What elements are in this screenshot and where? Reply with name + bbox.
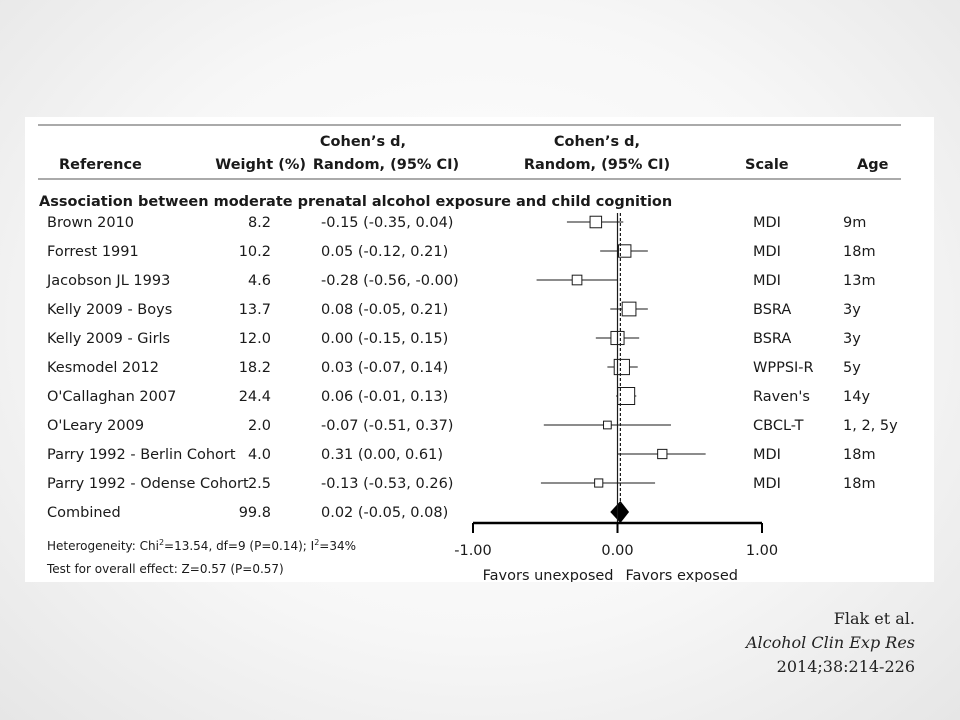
reference-cell: O'Leary 2009 (47, 418, 144, 434)
age-cell: 13m (843, 273, 876, 289)
header-ci-line2: Random, (95% CI) (313, 157, 459, 173)
header-reference: Reference (59, 157, 142, 173)
effect-square (657, 448, 668, 460)
reference-cell: Jacobson JL 1993 (46, 273, 170, 289)
scale-cell: MDI (753, 273, 781, 289)
ci-cell: 0.31 (0.00, 0.61) (321, 447, 443, 463)
header-ci-line1: Cohen’s d, (320, 134, 406, 150)
forest-plot-figure: Cohen’s d, Cohen’s d, Reference Weight (… (25, 117, 934, 582)
reference-cell: Kelly 2009 - Boys (47, 302, 172, 318)
reference-cell: Forrest 1991 (47, 244, 139, 260)
weight-cell: 2.5 (248, 476, 271, 492)
age-cell: 5y (843, 360, 861, 376)
age-cell: 3y (843, 302, 861, 318)
scale-cell: MDI (753, 244, 781, 260)
weight-cell: 99.8 (239, 505, 271, 521)
citation-journal: Alcohol Clin Exp Res (745, 633, 915, 652)
reference-cell: Brown 2010 (47, 215, 134, 231)
heterogeneity-text: Heterogeneity: Chi2=13.54, df=9 (P=0.14)… (47, 538, 356, 553)
header-scale: Scale (745, 157, 789, 173)
effect-square (613, 358, 630, 376)
weight-cell: 18.2 (239, 360, 271, 376)
section-title: Association between moderate prenatal al… (39, 194, 672, 210)
scale-cell: WPPSI-R (753, 360, 814, 376)
ci-cell: -0.07 (-0.51, 0.37) (321, 418, 453, 434)
ci-cell: 0.03 (-0.07, 0.14) (321, 360, 448, 376)
scale-cell: MDI (753, 476, 781, 492)
effect-square (603, 420, 612, 430)
ci-cell: -0.15 (-0.35, 0.04) (321, 215, 453, 231)
effect-square (621, 301, 637, 317)
ci-cell: -0.28 (-0.56, -0.00) (321, 273, 459, 289)
reference-cell: Combined (47, 505, 121, 521)
header-age: Age (857, 157, 889, 173)
citation: Flak et al. Alcohol Clin Exp Res 2014;38… (746, 607, 915, 679)
combined-diamond (610, 501, 630, 523)
scale-cell: BSRA (753, 331, 791, 347)
x-axis: -1.00 0.00 1.00 Favors unexposed Favors expo… (454, 521, 778, 582)
overall-effect-text: Test for overall effect: Z=0.57 (P=0.57) (46, 562, 284, 576)
header-weight: Weight (%) (215, 157, 306, 173)
ci-cell: -0.13 (-0.53, 0.26) (321, 476, 453, 492)
scale-cell: Raven's (753, 389, 810, 405)
x-tick-label: 1.00 (746, 543, 778, 559)
study-rows: Brown 2010 8.2 -0.15 (-0.35, 0.04) MDI 9m For… (46, 215, 898, 521)
heterogeneity-mid: =13.54, df=9 (P=0.14); I (164, 539, 314, 553)
ci-cell: 0.02 (-0.05, 0.08) (321, 505, 448, 521)
scale-cell: MDI (753, 215, 781, 231)
header-plot-line2: Random, (95% CI) (524, 157, 670, 173)
forest-plot-svg: Cohen’s d, Cohen’s d, Reference Weight (… (38, 124, 901, 582)
weight-cell: 24.4 (239, 389, 271, 405)
favors-left-label: Favors unexposed (483, 568, 614, 582)
effect-square (594, 478, 604, 488)
weight-cell: 8.2 (248, 215, 271, 231)
heterogeneity-chi-superscript: 2 (159, 538, 164, 547)
age-cell: 9m (843, 215, 866, 231)
age-cell: 3y (843, 331, 861, 347)
weight-cell: 13.7 (239, 302, 271, 318)
favors-right-label: Favors exposed (626, 568, 738, 582)
ci-cell: 0.00 (-0.15, 0.15) (321, 331, 448, 347)
heterogeneity-prefix: Heterogeneity: Chi (47, 539, 159, 553)
ci-cell: 0.06 (-0.01, 0.13) (321, 389, 448, 405)
weight-cell: 12.0 (239, 331, 271, 347)
reference-cell: O'Callaghan 2007 (47, 389, 176, 405)
heterogeneity-end: =34% (319, 539, 356, 553)
age-cell: 18m (843, 244, 876, 260)
weight-cell: 4.6 (248, 273, 271, 289)
ci-cell: 0.05 (-0.12, 0.21) (321, 244, 448, 260)
reference-cell: Parry 1992 - Berlin Cohort (47, 447, 236, 463)
ci-cell: 0.08 (-0.05, 0.21) (321, 302, 448, 318)
plot-marks (536, 213, 706, 523)
weight-cell: 4.0 (248, 447, 271, 463)
effect-square (618, 244, 632, 258)
reference-cell: Kelly 2009 - Girls (47, 331, 170, 347)
x-tick-label: -1.00 (454, 543, 492, 559)
scale-cell: MDI (753, 447, 781, 463)
x-tick-label: 0.00 (601, 543, 633, 559)
citation-ref: 2014;38:214-226 (776, 657, 915, 676)
effect-square (589, 215, 603, 229)
weight-cell: 10.2 (239, 244, 271, 260)
effect-square (571, 274, 583, 286)
reference-cell: Parry 1992 - Odense Cohort (47, 476, 249, 492)
heterogeneity-i-superscript: 2 (314, 538, 319, 547)
scale-cell: CBCL-T (753, 418, 804, 434)
age-cell: 18m (843, 476, 876, 492)
age-cell: 14y (843, 389, 870, 405)
scale-cell: BSRA (753, 302, 791, 318)
age-cell: 18m (843, 447, 876, 463)
header-plot-line1: Cohen’s d, (554, 134, 640, 150)
weight-cell: 2.0 (248, 418, 271, 434)
age-cell: 1, 2, 5y (843, 418, 898, 434)
reference-cell: Kesmodel 2012 (47, 360, 159, 376)
citation-authors: Flak et al. (833, 609, 915, 628)
